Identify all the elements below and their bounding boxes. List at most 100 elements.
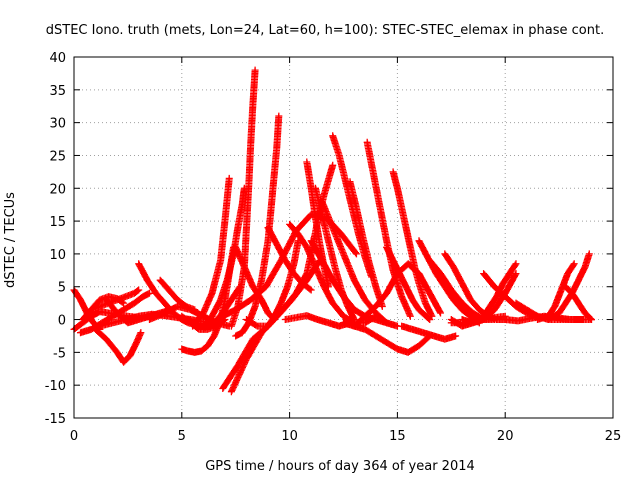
data-point-cluster [458, 279, 474, 302]
data-point-cluster [398, 204, 410, 230]
data-point-cluster [342, 178, 356, 210]
y-axis-label: dSTEC / TECUs [3, 192, 18, 288]
data-point-cluster [219, 306, 238, 320]
data-point [350, 316, 358, 324]
data-point-cluster [243, 316, 260, 329]
grid-lines [74, 57, 613, 418]
data-point-cluster [350, 276, 368, 302]
data-point-cluster [450, 296, 465, 313]
data-point-cluster [77, 296, 90, 316]
data-point-cluster [372, 291, 390, 310]
data-point-cluster [152, 289, 168, 306]
data-point [225, 174, 233, 182]
y-tick-label: 40 [49, 51, 66, 66]
data-point [137, 329, 145, 337]
data-point-cluster [389, 168, 401, 191]
data-point [378, 302, 386, 310]
data-point-cluster [383, 243, 396, 263]
data-point-cluster [411, 263, 423, 286]
data-point-cluster [113, 309, 131, 326]
data-point-cluster [350, 313, 368, 330]
y-tick-label: 20 [49, 182, 66, 197]
data-point-cluster [415, 306, 433, 323]
data-point-cluster [480, 270, 497, 289]
data-point-cluster [512, 299, 529, 313]
data-point-cluster [223, 252, 237, 284]
data-point-cluster [277, 284, 291, 307]
data-point-cluster [359, 234, 373, 266]
data-point-cluster [258, 296, 271, 316]
series-15 [199, 184, 248, 330]
data-point-cluster [415, 333, 433, 350]
data-point-cluster [581, 309, 594, 322]
data-point-cluster [490, 283, 508, 300]
data-point-cluster [189, 310, 206, 330]
data-point-cluster [383, 339, 400, 352]
data-point-cluster [303, 158, 315, 191]
series-16 [227, 66, 259, 330]
data-point-cluster [372, 332, 389, 346]
data-point-cluster [217, 278, 231, 304]
plot-frame [73, 56, 614, 419]
data-point-cluster [324, 237, 338, 269]
data-point-cluster [320, 163, 336, 199]
data-point [135, 286, 143, 294]
data-point-cluster [264, 224, 280, 247]
data-point-cluster [458, 299, 476, 316]
data-point-cluster [506, 261, 519, 278]
data-point-cluster [437, 270, 454, 293]
y-tick-label: 30 [49, 117, 66, 132]
y-tick-label: 15 [49, 215, 66, 230]
data-point [275, 112, 283, 120]
data-point [426, 316, 434, 324]
data-point-cluster [247, 101, 257, 146]
data-point-cluster [404, 343, 422, 356]
data-point [585, 250, 593, 258]
data-point-cluster [361, 303, 379, 320]
data-point-cluster [396, 270, 409, 289]
axes: 0 5 10 15 20 25 -15 -10 -5 0 5 10 15 20 25 30 35 40 [45, 51, 622, 444]
data-point-cluster [346, 178, 360, 210]
data-point-cluster [398, 293, 414, 319]
data-point [437, 309, 445, 317]
data-point-cluster [562, 283, 575, 296]
data-point-cluster [219, 363, 241, 392]
data-point-cluster [273, 114, 283, 153]
y-tick-label: 0 [58, 314, 66, 329]
data-point [324, 283, 332, 291]
data-point-cluster [480, 307, 497, 323]
data-point-cluster [245, 140, 255, 192]
data-point-cluster [318, 257, 336, 283]
data-point-cluster [135, 260, 151, 283]
series-47 [534, 260, 578, 323]
x-tick-label: 0 [70, 429, 78, 444]
data-point-cluster [450, 263, 465, 286]
data-point-cluster [564, 261, 577, 278]
data-points [70, 66, 595, 396]
data-point-cluster [575, 264, 588, 284]
data-point-cluster [340, 312, 357, 326]
data-point [587, 316, 595, 324]
data-point-cluster [376, 204, 390, 243]
data-point-cluster [264, 314, 278, 330]
data-point-cluster [458, 306, 473, 319]
data-point-cluster [156, 276, 172, 293]
data-point-cluster [329, 276, 347, 299]
data-point-cluster [130, 287, 142, 297]
data-point-cluster [199, 313, 215, 330]
data-point-cluster [486, 294, 500, 310]
data-point [145, 289, 153, 297]
data-point-cluster [307, 237, 325, 263]
data-point-cluster [208, 297, 224, 320]
data-point-cluster [281, 257, 297, 276]
data-point-cluster [268, 147, 280, 199]
data-point-cluster [126, 340, 140, 360]
y-tick-label: 35 [49, 84, 66, 99]
chart-title: dSTEC Iono. truth (mets, Lon=24, Lat=60,… [46, 23, 604, 38]
data-point-cluster [238, 320, 252, 337]
series-49 [562, 283, 595, 324]
series-43 [458, 270, 520, 327]
x-tick-label: 25 [605, 429, 622, 444]
series-34 [350, 260, 445, 330]
data-point-cluster [92, 325, 109, 342]
